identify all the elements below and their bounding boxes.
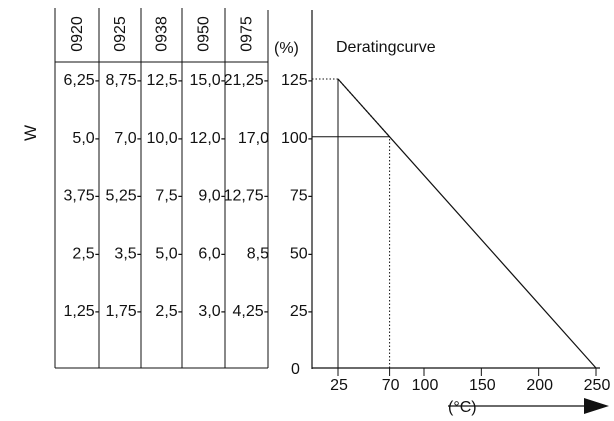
table-cell-0938: 10,0- (147, 130, 183, 147)
table-cell-0975: 8,5 (247, 245, 269, 262)
table-column-header-0925: 0925 (112, 16, 129, 52)
table-cell-0975: 4,25- (233, 303, 269, 320)
table-column-header-0975: 0975 (239, 16, 256, 52)
derating-curve-line (337, 78, 597, 369)
y-tick-label: 125- (281, 72, 313, 89)
table-cell-0938: 2,5- (155, 303, 183, 320)
table-cell-0925: 3,5- (114, 245, 142, 262)
derating-curve-dotted (337, 78, 391, 138)
x-tick-label: 70 (382, 377, 400, 394)
y-axis-label-watts: W (21, 125, 40, 141)
table-cell-0975: 21,25- (224, 72, 269, 89)
table-cell-0950: 12,0- (190, 130, 226, 147)
table-cell-0920: 3,75- (64, 188, 100, 205)
y-tick-label: 50- (290, 245, 313, 262)
chart-title: Deratingcurve (336, 39, 436, 56)
x-axis-label: (°C) (448, 399, 477, 416)
table-cell-0920: 6,25- (64, 72, 100, 89)
x-tick-label: 250 (584, 377, 611, 394)
table-cell-0938: 5,0- (155, 245, 183, 262)
x-tick-label: 200 (526, 377, 553, 394)
table-cell-0925: 5,25- (106, 188, 142, 205)
table-cell-0920: 5,0- (72, 130, 100, 147)
table-cell-0938: 12,5- (147, 72, 183, 89)
table-cell-0950: 15,0- (190, 72, 226, 89)
wattage-table: 0920 0925 0938 0950 0975 6,25- 8,75- 12,5- 15,0-… (54, 8, 269, 369)
table-cell-0925: 8,75- (106, 72, 142, 89)
percent-axis-label: (%) (274, 40, 299, 57)
temperature-arrow-head (584, 398, 609, 414)
table-cell-0925: 1,75- (106, 303, 142, 320)
x-tick-label: 150 (469, 377, 496, 394)
table-cell-0920: 1,25- (64, 303, 100, 320)
table-cell-0950: 3,0- (198, 303, 226, 320)
table-cell-0950: 9,0- (198, 188, 226, 205)
x-tick-label: 25 (330, 377, 348, 394)
table-cell-0975: 12,75- (224, 188, 269, 205)
table-cell-0938: 7,5- (155, 188, 183, 205)
table-column-header-0920: 0920 (69, 16, 86, 52)
table-cell-0950: 6,0- (198, 245, 226, 262)
table-cell-0925: 7,0- (114, 130, 142, 147)
derating-plot: Deratingcurve W (%) 0 (°C) 125- 100- 75- 50… (21, 10, 610, 416)
table-cell-0975: 17,0 (238, 130, 269, 147)
table-column-header-0938: 0938 (154, 16, 171, 52)
table-column-header-0950: 0950 (196, 16, 213, 52)
y-tick-label: 25- (290, 303, 313, 320)
y-tick-label: 100- (281, 130, 313, 147)
x-tick-label: 100 (412, 377, 439, 394)
table-cell-0920: 2,5- (72, 245, 100, 262)
y-zero-label: 0 (291, 361, 300, 378)
y-tick-label: 75- (290, 188, 313, 205)
